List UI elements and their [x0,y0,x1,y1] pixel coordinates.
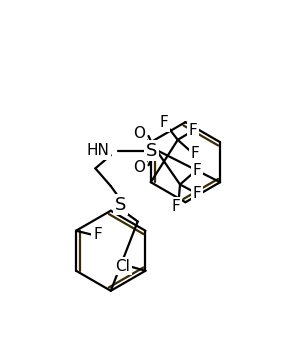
Text: F: F [93,227,102,242]
Text: F: F [190,146,199,161]
Text: S: S [115,196,127,213]
Text: HN: HN [86,143,109,158]
Text: F: F [193,163,201,178]
Text: F: F [172,198,181,213]
Text: O: O [133,126,145,141]
Text: F: F [189,123,197,138]
Text: F: F [193,186,201,201]
Text: F: F [160,115,168,130]
Text: S: S [146,142,157,160]
Text: Cl: Cl [115,258,130,273]
Text: O: O [133,160,145,175]
